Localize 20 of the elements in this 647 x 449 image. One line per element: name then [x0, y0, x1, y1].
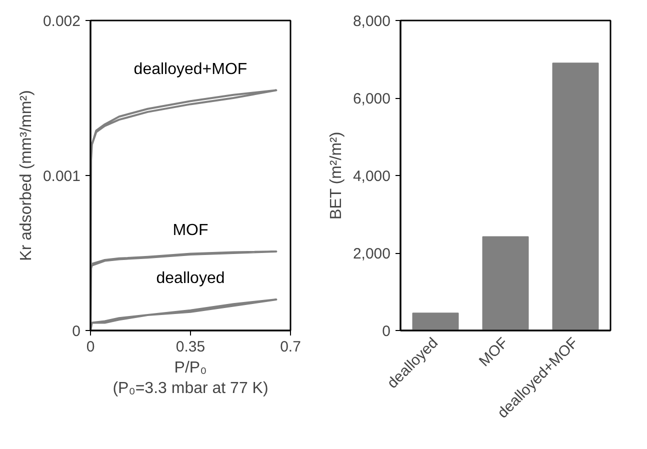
series-label: dealloyed+MOF	[134, 60, 248, 78]
y-tick-label: 0.001	[42, 168, 81, 185]
bar	[552, 62, 599, 330]
x-tick-label: 0	[86, 338, 95, 356]
bar	[412, 312, 459, 330]
y-tick-label: 6,000	[352, 90, 391, 108]
x-axis-title: P/P₀ (P₀=3.3 mbar at 77 K)	[112, 360, 268, 397]
y-tick-label: 4,000	[352, 168, 391, 185]
y-axis-title: BET (m²/m²)	[328, 132, 345, 220]
bar	[482, 236, 529, 330]
y-tick-label: 0	[382, 323, 390, 340]
y-tick-label: 8,000	[352, 13, 391, 30]
y-axis-title: Kr adsorbed (mm³/mm²)	[18, 90, 35, 261]
series-label: dealloyed	[156, 270, 225, 288]
y-tick-label: 2,000	[352, 246, 391, 262]
y-tick-label: 0.002	[42, 13, 81, 30]
x-tick-label: 0.7	[280, 338, 301, 356]
series-label: MOF	[172, 222, 208, 240]
x-tick-label: 0.35	[176, 338, 206, 356]
y-tick-label: 0	[72, 323, 80, 340]
